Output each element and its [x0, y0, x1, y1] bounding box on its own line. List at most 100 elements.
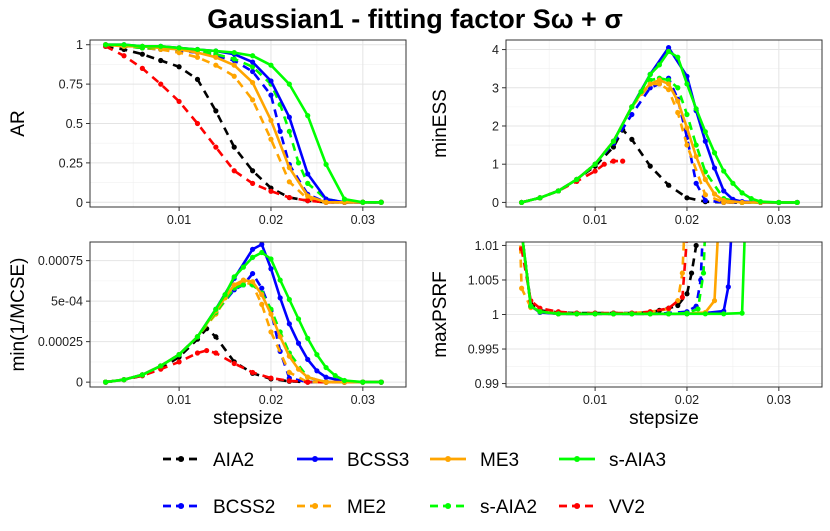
- series-group: [103, 242, 384, 385]
- x-axis-label: stepsize: [213, 408, 283, 429]
- point-bcss3: [286, 321, 292, 327]
- point-bcss3: [249, 59, 256, 65]
- point-s-aia3: [610, 138, 617, 144]
- point-vv2: [249, 369, 256, 376]
- point-s-aia2: [693, 142, 699, 148]
- point-bcss3: [665, 45, 672, 51]
- legend-item-me2: ME2: [297, 497, 386, 518]
- point-s-aia3: [711, 150, 718, 156]
- point-vv2: [610, 158, 617, 164]
- x-tick-label: 0.01: [167, 393, 191, 407]
- point-s-aia3: [776, 199, 782, 206]
- point-s-aia3: [259, 249, 265, 256]
- legend-item-bcss3: BCSS3: [297, 450, 409, 471]
- point-aia2: [688, 270, 695, 276]
- point-aia2: [213, 108, 219, 114]
- point-s-aia3: [139, 372, 145, 378]
- point-me3: [305, 193, 311, 199]
- legend-key-point: [574, 503, 580, 509]
- point-s-aia3: [305, 335, 311, 341]
- point-me2: [268, 329, 274, 335]
- y-tick-label: 0.00025: [38, 335, 83, 349]
- point-me3: [286, 353, 292, 359]
- point-me3: [711, 191, 718, 197]
- legend-label: s-AIA2: [480, 497, 537, 518]
- legend-label: ME2: [347, 497, 386, 518]
- point-s-aia3: [249, 53, 256, 59]
- panel-ar: 0.01 0.02 0.03 0 0.25 0.5 0.75 1 AR: [8, 38, 407, 227]
- panel-miness: 0.01 0.02 0.03 0 1 2 3 4 minESS: [430, 39, 823, 227]
- point-s-aia3: [323, 364, 329, 371]
- point-me2: [684, 142, 690, 148]
- point-s-aia3: [592, 161, 598, 167]
- point-aia2: [194, 76, 201, 82]
- point-aia2: [693, 242, 699, 249]
- point-s-aia3: [638, 88, 644, 95]
- point-aia2: [139, 51, 145, 57]
- point-vv2: [213, 350, 219, 356]
- point-s-aia3: [665, 48, 672, 55]
- point-me3: [684, 125, 690, 131]
- point-me3: [268, 117, 274, 123]
- point-me3: [231, 282, 237, 288]
- point-s-aia3: [519, 229, 524, 234]
- x-tick-label: 0.01: [167, 213, 191, 227]
- legend-item-bcss2: BCSS2: [163, 497, 275, 518]
- point-me2: [194, 54, 201, 60]
- panel-maxpsrf: 0.01 0.02 0.03 0.99 0.995 1 1.005 1.01 maxPSRF st…: [430, 229, 823, 429]
- point-bcss3: [268, 78, 274, 84]
- panel-border: [505, 39, 823, 208]
- point-vv2: [249, 180, 256, 186]
- point-s-aia3: [341, 377, 348, 384]
- point-me3: [702, 176, 708, 183]
- point-vv2: [679, 294, 685, 300]
- point-s-aia3: [194, 334, 201, 340]
- point-s-aia3: [268, 256, 274, 262]
- point-s-aia3: [332, 373, 338, 379]
- point-s-aia2: [231, 56, 237, 62]
- point-bcss3: [249, 246, 256, 252]
- plot-background: [506, 40, 822, 207]
- y-tick-label: 3: [492, 81, 499, 95]
- point-s-aia3: [656, 62, 663, 68]
- point-vv2: [176, 359, 182, 365]
- legend-key-point: [312, 456, 318, 462]
- point-aia2: [665, 182, 672, 188]
- y-tick-label: 1: [492, 308, 499, 322]
- y-tick-label: 0: [76, 196, 83, 210]
- x-tick-label: 0.02: [675, 393, 699, 407]
- point-s-aia2: [249, 64, 256, 70]
- point-bcss2: [702, 197, 708, 204]
- point-vv2: [601, 161, 607, 167]
- point-bcss3: [295, 340, 302, 346]
- point-s-aia3: [194, 46, 201, 53]
- point-bcss3: [323, 374, 329, 380]
- point-aia2: [519, 229, 524, 234]
- point-bcss3: [305, 356, 311, 363]
- y-tick-label: 0.5: [66, 117, 83, 131]
- point-s-aia2: [695, 306, 701, 312]
- y-tick-label: 5e-04: [51, 295, 83, 309]
- point-me2: [679, 270, 685, 276]
- point-me3: [739, 199, 745, 206]
- point-me2: [249, 97, 256, 103]
- y-axis-label: maxPSRF: [430, 271, 451, 358]
- point-s-aia3: [222, 292, 228, 298]
- point-me3: [519, 229, 524, 234]
- legend: AIA2 BCSS3 ME3 s-AIA3 BCSS2 ME2 s-AIA2 VV2: [163, 450, 666, 518]
- point-s-aia3: [519, 199, 525, 206]
- point-me2: [268, 136, 274, 142]
- point-vv2: [158, 81, 164, 87]
- legend-label: s-AIA3: [609, 450, 666, 471]
- point-me3: [323, 199, 329, 205]
- y-tick-label: 1: [492, 158, 499, 172]
- x-tick-label: 0.03: [351, 393, 375, 407]
- point-s-aia3: [295, 316, 302, 322]
- point-vv2: [194, 350, 201, 356]
- x-tick-label: 0.01: [583, 393, 607, 407]
- point-s-aia2: [295, 160, 302, 166]
- point-vv2: [305, 198, 311, 204]
- point-me3: [249, 79, 256, 86]
